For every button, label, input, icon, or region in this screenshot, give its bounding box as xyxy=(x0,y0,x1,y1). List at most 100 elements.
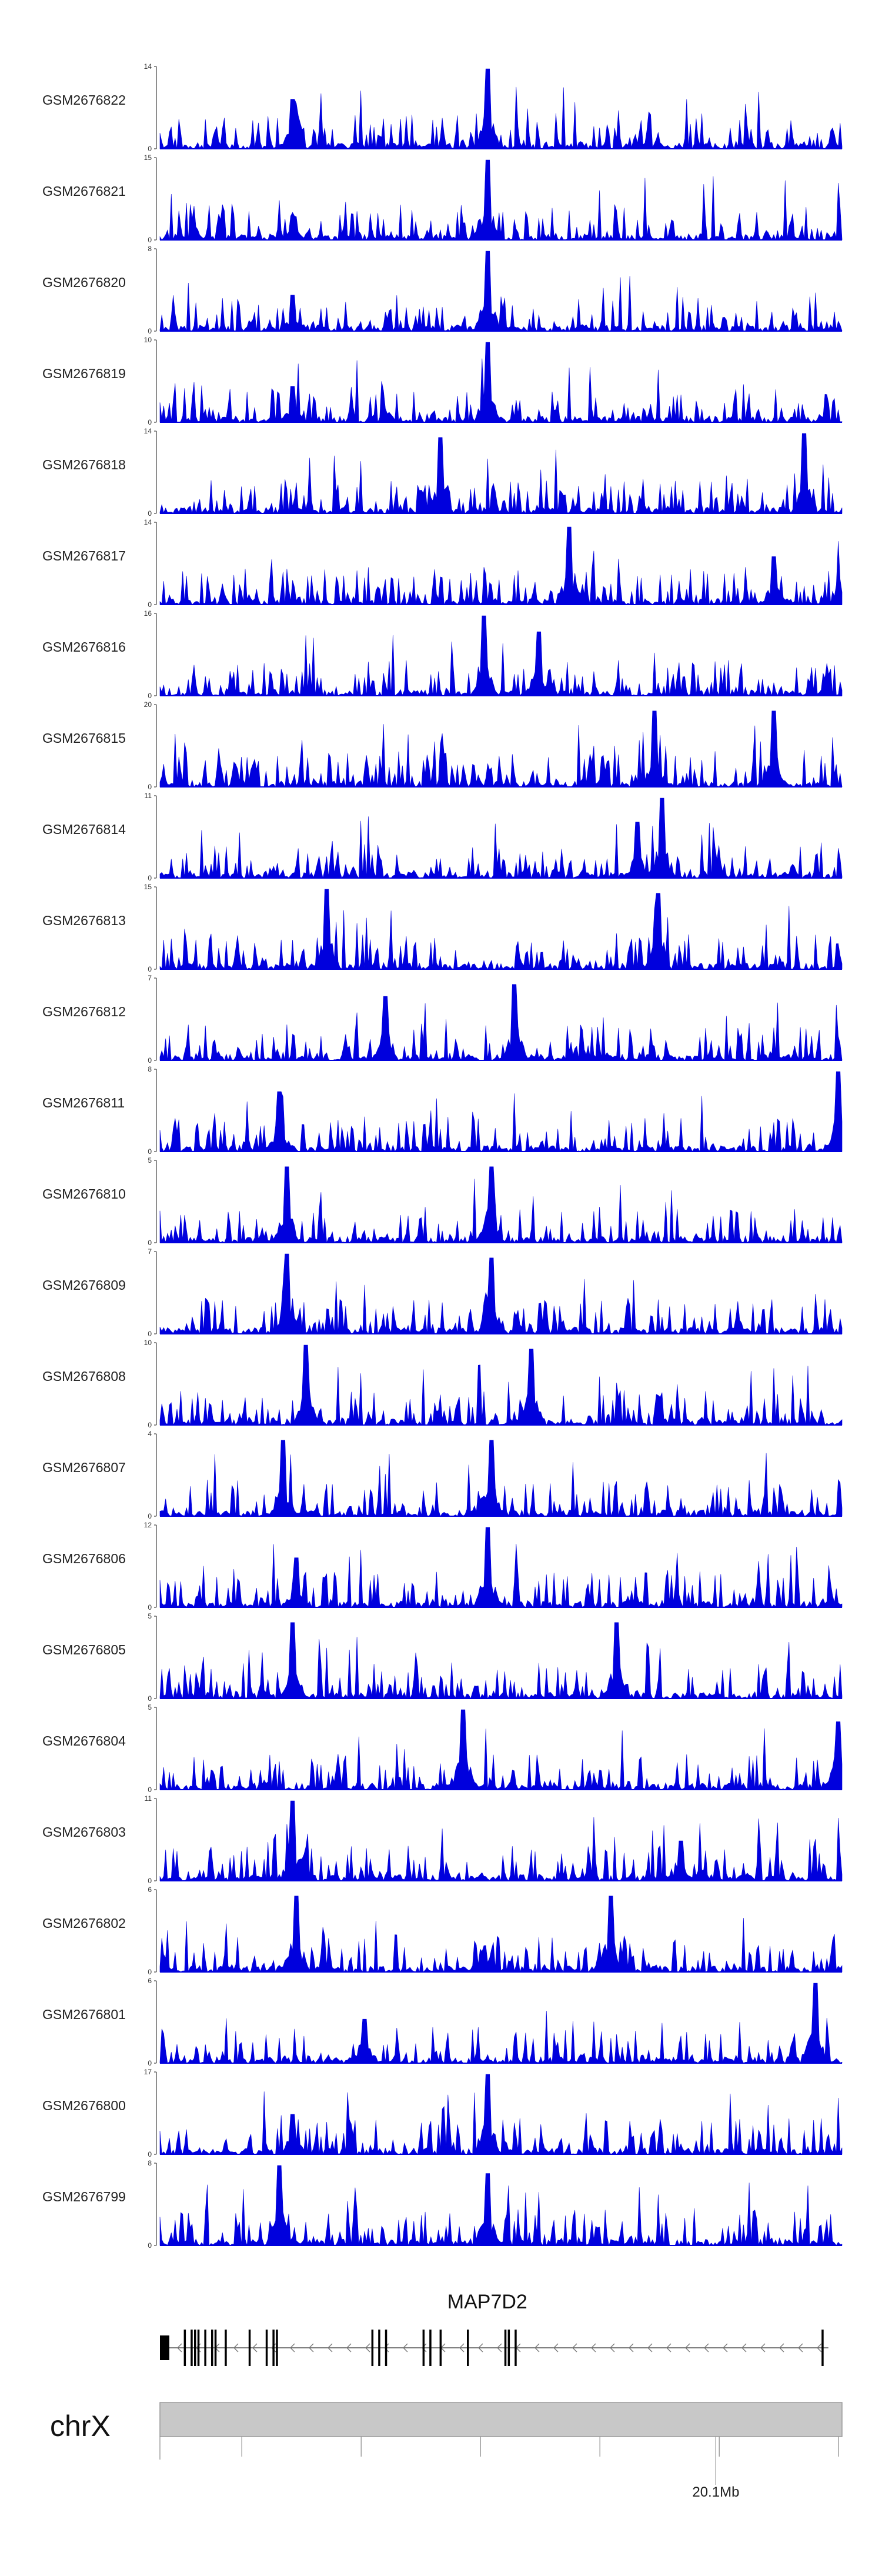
track-label: GSM2676799 xyxy=(42,2189,126,2204)
y-max-label: 5 xyxy=(148,1612,152,1620)
track-label: GSM2676816 xyxy=(42,639,126,655)
track-GSM2676803: GSM2676803 11 0 xyxy=(42,1794,843,1885)
gene-exon xyxy=(225,2330,227,2366)
coverage-area xyxy=(159,251,843,332)
gene-exon xyxy=(821,2330,824,2366)
track-label: GSM2676801 xyxy=(42,2007,126,2022)
track-GSM2676806: GSM2676806 12 0 xyxy=(42,1521,843,1611)
track-GSM2676813: GSM2676813 15 0 xyxy=(42,883,843,973)
track-GSM2676804: GSM2676804 5 0 xyxy=(42,1703,843,1794)
track-GSM2676809: GSM2676809 7 0 xyxy=(42,1247,843,1338)
track-GSM2676801: GSM2676801 6 0 xyxy=(42,1977,843,2067)
coverage-area xyxy=(159,2165,843,2246)
gene-strand-arrows xyxy=(177,2343,822,2353)
y-min-label: 0 xyxy=(148,1239,152,1247)
track-label: GSM2676813 xyxy=(42,913,126,928)
coverage-area xyxy=(159,1527,843,1608)
track-GSM2676811: GSM2676811 8 0 xyxy=(42,1065,843,1156)
track-label: GSM2676806 xyxy=(42,1551,126,1566)
gene-exons xyxy=(160,2330,824,2366)
track-label: GSM2676819 xyxy=(42,366,126,381)
strand-arrow-icon xyxy=(478,2343,483,2353)
gene-exon xyxy=(385,2330,387,2366)
y-max-label: 12 xyxy=(144,1521,152,1529)
track-GSM2676817: GSM2676817 14 0 xyxy=(42,518,843,609)
track-label: GSM2676811 xyxy=(42,1095,125,1110)
track-label: GSM2676807 xyxy=(42,1460,126,1475)
strand-arrow-icon xyxy=(233,2343,239,2353)
gene-exon xyxy=(422,2330,425,2366)
gene-exon xyxy=(439,2330,442,2366)
coverage-area xyxy=(159,1440,843,1517)
coverage-area xyxy=(159,1896,843,1973)
track-GSM2676800: GSM2676800 17 0 xyxy=(42,2068,843,2158)
track-GSM2676815: GSM2676815 20 0 xyxy=(42,700,843,791)
gene-exon xyxy=(507,2330,510,2366)
coverage-area xyxy=(159,2074,843,2155)
gene-exon xyxy=(214,2330,217,2366)
coverage-area xyxy=(159,615,843,697)
axis-coordinate-label: 20.1Mb xyxy=(692,2484,739,2500)
strand-arrow-icon xyxy=(553,2343,559,2353)
coverage-area xyxy=(159,1800,843,1881)
coverage-area xyxy=(159,1709,843,1790)
track-GSM2676816: GSM2676816 16 0 xyxy=(42,609,843,700)
y-min-label: 0 xyxy=(148,1330,152,1338)
gene-exon xyxy=(272,2330,275,2366)
track-label: GSM2676815 xyxy=(42,730,126,746)
y-max-label: 8 xyxy=(148,1065,152,1073)
y-max-label: 10 xyxy=(144,336,152,344)
strand-arrow-icon xyxy=(403,2343,408,2353)
y-min-label: 0 xyxy=(148,1968,152,1976)
track-label: GSM2676810 xyxy=(42,1186,126,1202)
y-max-label: 4 xyxy=(148,1430,152,1438)
y-max-label: 5 xyxy=(148,1156,152,1164)
y-min-label: 0 xyxy=(148,509,152,518)
gene-exon xyxy=(211,2330,213,2366)
track-label: GSM2676804 xyxy=(42,1733,126,1749)
y-min-label: 0 xyxy=(148,2150,152,2158)
gene-track: MAP7D2 xyxy=(160,2291,828,2366)
y-min-label: 0 xyxy=(148,1694,152,1703)
strand-arrow-icon xyxy=(177,2343,182,2353)
track-GSM2676819: GSM2676819 10 0 xyxy=(42,336,843,426)
y-max-label: 8 xyxy=(148,2159,152,2167)
y-max-label: 15 xyxy=(144,883,152,891)
coverage-area xyxy=(159,1344,843,1426)
track-GSM2676808: GSM2676808 10 0 xyxy=(42,1339,843,1429)
track-GSM2676810: GSM2676810 5 0 xyxy=(42,1156,843,1247)
gene-exon xyxy=(191,2330,193,2366)
strand-arrow-icon xyxy=(497,2343,502,2353)
chromosome-bar xyxy=(159,2402,843,2437)
y-max-label: 16 xyxy=(144,609,152,618)
coverage-area xyxy=(159,1166,843,1243)
track-label: GSM2676803 xyxy=(42,1824,126,1840)
y-min-label: 0 xyxy=(148,874,152,882)
strand-arrow-icon xyxy=(459,2343,465,2353)
y-max-label: 20 xyxy=(144,700,152,709)
gene-exon xyxy=(160,2335,169,2360)
y-max-label: 14 xyxy=(144,62,152,71)
y-min-label: 0 xyxy=(148,965,152,973)
y-min-label: 0 xyxy=(148,327,152,335)
track-label: GSM2676808 xyxy=(42,1369,126,1384)
track-GSM2676822: GSM2676822 14 0 xyxy=(42,62,843,153)
track-label: GSM2676818 xyxy=(42,457,126,472)
y-min-label: 0 xyxy=(148,1786,152,1794)
y-min-label: 0 xyxy=(148,692,152,700)
gene-exon xyxy=(265,2330,268,2366)
gene-exon xyxy=(467,2330,469,2366)
coverage-area xyxy=(159,342,843,423)
track-label: GSM2676822 xyxy=(42,92,126,108)
track-label: GSM2676817 xyxy=(42,548,126,563)
y-min-label: 0 xyxy=(148,1147,152,1156)
y-max-label: 11 xyxy=(145,1794,152,1803)
y-max-label: 8 xyxy=(148,245,152,253)
track-GSM2676802: GSM2676802 6 0 xyxy=(42,1886,843,1976)
strand-arrow-icon xyxy=(741,2343,747,2353)
track-GSM2676812: GSM2676812 7 0 xyxy=(42,974,843,1065)
strand-arrow-icon xyxy=(572,2343,577,2353)
y-max-label: 7 xyxy=(148,974,152,982)
gene-exon xyxy=(504,2330,507,2366)
gene-exon xyxy=(514,2330,517,2366)
